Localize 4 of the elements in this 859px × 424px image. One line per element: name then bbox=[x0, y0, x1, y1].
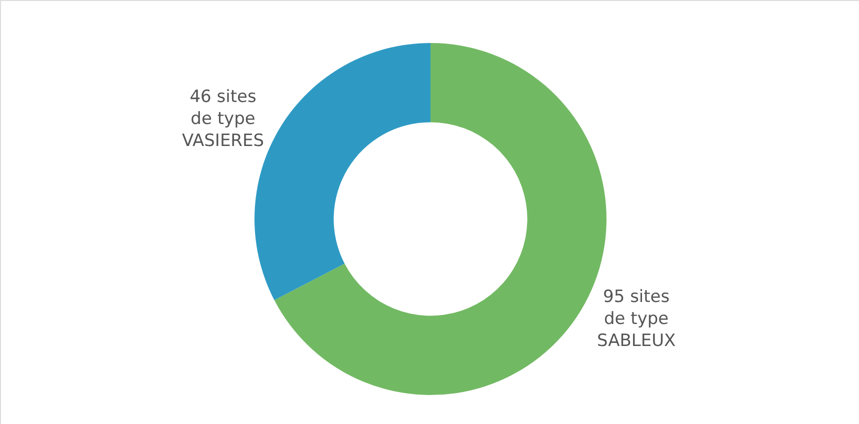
data-label: 95 sites de type bbox=[603, 286, 670, 330]
data-label: 46 sites de type bbox=[190, 86, 256, 129]
slice-label: VASIERES bbox=[182, 131, 264, 152]
slice-label: SABLEUX bbox=[596, 331, 676, 352]
